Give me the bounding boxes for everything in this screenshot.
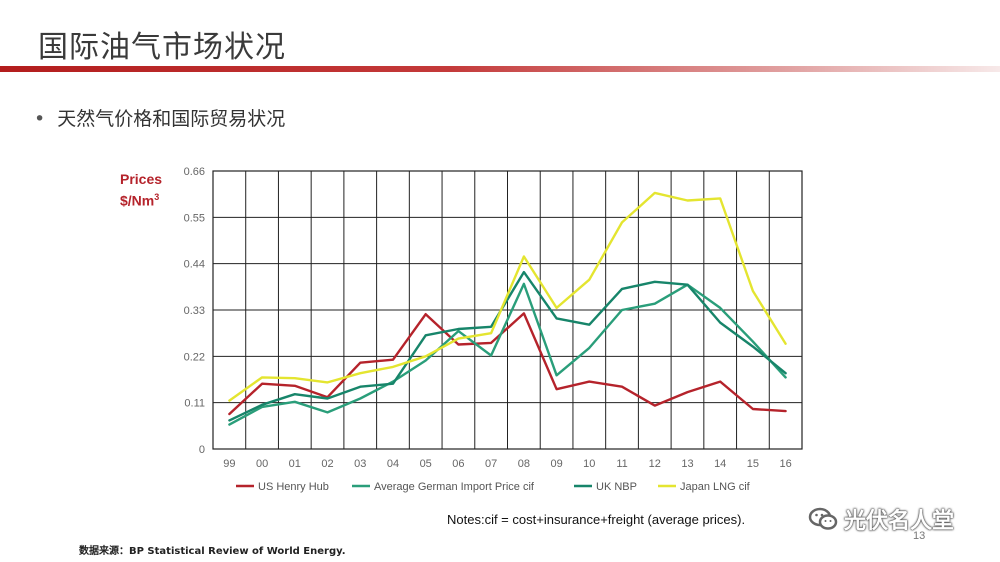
x-tick-label: 15: [747, 458, 759, 470]
x-tick-label: 12: [649, 458, 661, 470]
x-tick-label: 09: [550, 458, 562, 470]
y-tick-label: 0.33: [184, 305, 205, 317]
x-tick-label: 16: [780, 458, 792, 470]
x-tick-label: 11: [616, 458, 627, 470]
page-number: 13: [913, 530, 926, 542]
legend-label: Average German Import Price cif: [374, 481, 535, 493]
y-tick-label: 0.11: [184, 398, 205, 410]
x-tick-label: 99: [223, 458, 235, 470]
chart-notes: Notes:cif = cost+insurance+freight (aver…: [447, 512, 746, 527]
x-tick-label: 05: [420, 458, 432, 470]
x-tick-label: 04: [387, 458, 399, 470]
title-underline: [0, 66, 1000, 72]
x-tick-label: 14: [714, 458, 726, 470]
y-axis-label-line1: Prices: [120, 171, 163, 187]
series-line: [228, 282, 787, 426]
y-tick-label: 0.55: [184, 212, 205, 224]
watermark-text: 光伏名人堂: [844, 509, 955, 534]
legend-label: Japan LNG cif: [680, 481, 751, 493]
series-line: [228, 270, 787, 422]
y-axis-unit-label: Prices $/Nm3: [120, 170, 162, 210]
y-tick-label: 0.22: [184, 351, 205, 363]
bullet-item: • 天然气价格和国际贸易状况: [34, 104, 285, 131]
x-tick-label: 10: [583, 458, 595, 470]
watermark: 光伏名人堂: [808, 503, 954, 535]
x-tick-label: 01: [289, 458, 301, 470]
x-tick-label: 13: [681, 458, 693, 470]
x-tick-label: 07: [485, 458, 497, 470]
series-line: [228, 191, 787, 402]
y-tick-label: 0: [199, 444, 205, 456]
bullet-text: 天然气价格和国际贸易状况: [57, 108, 286, 130]
y-axis-label-line2: $/Nm3: [120, 192, 160, 209]
y-tick-label: 0.44: [184, 259, 205, 271]
data-source: 数据来源：BP Statistical Review of World Ener…: [79, 546, 346, 557]
y-tick-label: 0.66: [184, 166, 205, 178]
x-tick-label: 00: [256, 458, 268, 470]
x-tick-label: 02: [321, 458, 333, 470]
series-line: [228, 312, 787, 416]
x-tick-label: 08: [518, 458, 530, 470]
slide-title: 国际油气市场状况: [38, 30, 286, 65]
legend-label: US Henry Hub: [258, 481, 329, 493]
wechat-icon: [808, 507, 838, 530]
legend-label: UK NBP: [596, 481, 637, 493]
x-tick-label: 03: [354, 458, 366, 470]
bullet-dot-icon: •: [34, 108, 46, 130]
x-tick-label: 06: [452, 458, 464, 470]
